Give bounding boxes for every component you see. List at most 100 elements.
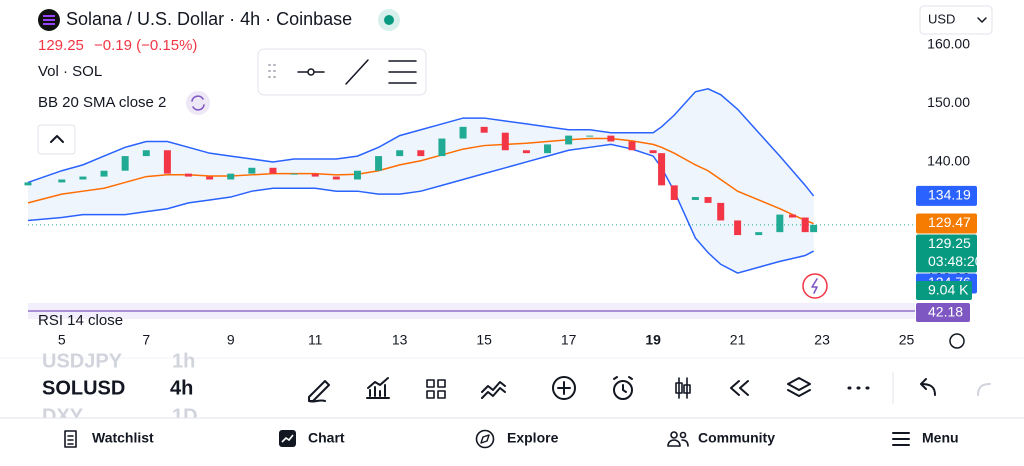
candle <box>311 173 319 177</box>
price-change: −0.19 (−0.15%) <box>94 37 197 54</box>
add-glyph <box>557 381 571 395</box>
layers-tool[interactable] <box>787 377 811 397</box>
menu-icon <box>892 432 910 446</box>
indicator-line <box>27 137 814 225</box>
candle <box>607 135 615 142</box>
x-tick-label: 25 <box>899 332 915 348</box>
candle <box>658 153 666 186</box>
assistant-button[interactable] <box>802 273 828 299</box>
x-tick-label: 9 <box>227 332 235 348</box>
candle <box>417 150 425 157</box>
candle <box>24 182 32 186</box>
candle <box>734 220 742 236</box>
assistant-glyph <box>811 278 818 294</box>
add-tool[interactable] <box>552 376 576 400</box>
volume-badge <box>916 281 972 300</box>
rsi-badge <box>916 303 970 322</box>
candle <box>332 176 340 180</box>
candle <box>704 197 712 203</box>
nav-item[interactable]: Explore <box>507 430 559 446</box>
trend-line-tool[interactable] <box>345 59 369 85</box>
collapse-button[interactable] <box>37 124 76 155</box>
undo-button[interactable] <box>920 378 936 396</box>
candle <box>375 156 383 171</box>
price-badge-label: 129.25 <box>928 235 971 251</box>
candle <box>79 176 87 180</box>
candle <box>755 232 763 236</box>
compare-tool[interactable] <box>481 381 506 399</box>
candle <box>227 173 235 180</box>
price-badge <box>916 185 977 206</box>
candle <box>353 170 361 180</box>
candle <box>121 156 129 171</box>
y-tick-label: 150.00 <box>927 94 970 110</box>
candle <box>290 173 298 175</box>
candle <box>206 176 214 180</box>
redo-button[interactable] <box>977 383 991 396</box>
price-badge-label: 134.19 <box>928 187 971 203</box>
logo-mark <box>43 15 55 25</box>
status-dot <box>384 15 394 25</box>
symbol[interactable]: SOLUSD <box>42 377 125 399</box>
title: Solana / U.S. Dollar · 4h · Coinbase <box>66 9 352 29</box>
candle <box>501 132 509 151</box>
currency-select[interactable] <box>919 5 993 35</box>
currency[interactable]: USD <box>928 11 955 26</box>
x-tick-label: 15 <box>476 332 492 348</box>
price-badge <box>916 234 977 273</box>
price-badge-label: 129.47 <box>928 214 971 230</box>
candle <box>649 150 657 154</box>
drag-handle[interactable] <box>268 64 276 78</box>
candle <box>58 179 66 183</box>
band-fill <box>28 88 814 274</box>
nav-item[interactable]: Menu <box>922 430 959 446</box>
candle <box>269 167 277 174</box>
replay-tool[interactable] <box>730 380 749 396</box>
community-icon <box>679 431 687 439</box>
candle <box>185 173 193 177</box>
countdown: 03:48:20 <box>928 253 983 269</box>
drawing-toolbar <box>257 48 427 96</box>
x-tick-label: 19 <box>645 332 661 348</box>
x-tick-label: 7 <box>142 332 150 348</box>
layout-tool[interactable] <box>426 379 446 399</box>
candle <box>670 185 678 200</box>
candle <box>100 170 108 177</box>
axis-settings[interactable] <box>949 333 965 349</box>
nav-item[interactable]: Community <box>698 430 775 446</box>
nav-item[interactable]: Watchlist <box>92 430 154 446</box>
indicators-tool[interactable] <box>366 377 390 399</box>
y-tick-label: 140.00 <box>927 153 970 169</box>
last-price: 129.25 <box>38 37 84 54</box>
collapse-glyph <box>50 135 64 143</box>
candle <box>248 167 256 174</box>
nav-bar <box>0 418 1024 461</box>
x-tick-label: 13 <box>392 332 408 348</box>
rsi-badge-label: 42.18 <box>928 304 963 320</box>
alert-tool[interactable] <box>613 380 633 400</box>
x-tick-label: 11 <box>308 332 323 348</box>
x-tick-label: 23 <box>814 332 830 348</box>
interval[interactable]: 1h <box>172 350 195 372</box>
x-tick-label: 17 <box>561 332 577 348</box>
interval[interactable]: 4h <box>170 377 193 399</box>
chart-type-tool[interactable] <box>675 377 691 399</box>
candle <box>480 126 488 133</box>
candle <box>396 150 404 157</box>
candle <box>717 202 725 221</box>
candle <box>810 224 818 233</box>
chart-glyph <box>281 434 294 443</box>
indicator-icon[interactable] <box>186 91 210 115</box>
candle <box>565 135 573 145</box>
candle <box>522 150 530 154</box>
alert-glyph <box>613 376 633 393</box>
settings-tool[interactable] <box>388 60 417 84</box>
symbol[interactable]: USDJPY <box>42 350 123 372</box>
nav-item[interactable]: Chart <box>308 430 345 446</box>
explore-glyph <box>480 434 490 444</box>
rsi-label: RSI 14 close <box>38 312 123 329</box>
candle <box>628 141 636 151</box>
candle <box>801 217 809 233</box>
draw-tool[interactable] <box>308 380 330 403</box>
chevron <box>977 17 987 23</box>
